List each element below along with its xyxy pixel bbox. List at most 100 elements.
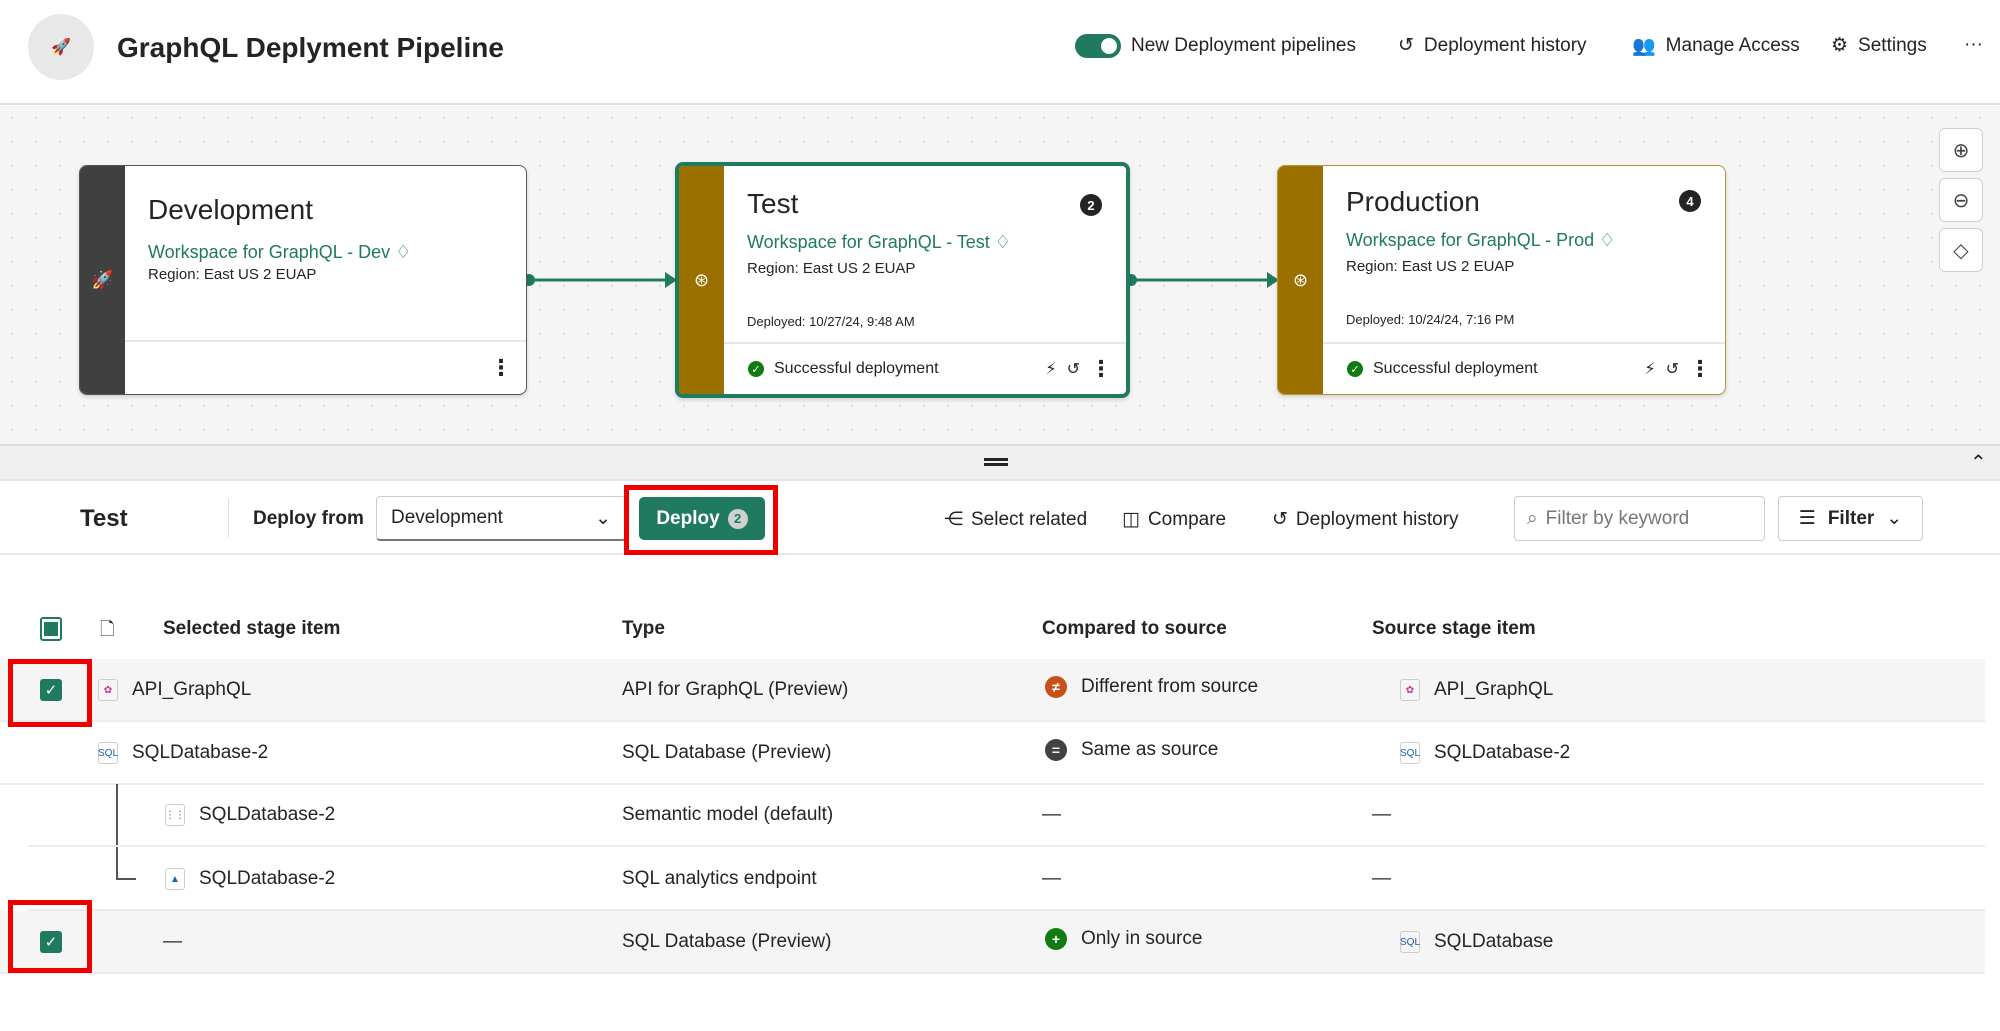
select-all-checkbox[interactable] bbox=[40, 617, 62, 641]
deploy-status: Successful deployment bbox=[1373, 360, 1538, 377]
more-vertical-icon[interactable]: ⋮ bbox=[1689, 356, 1711, 381]
workspace-link[interactable]: Workspace for GraphQL - Dev ♢ bbox=[148, 242, 411, 263]
equal-icon: = bbox=[1045, 739, 1067, 761]
fit-view-icon[interactable]: ◇ bbox=[1939, 228, 1983, 272]
compare-status: Only in source bbox=[1081, 928, 1203, 949]
deployment-rules-icon[interactable]: ⚡ bbox=[1045, 361, 1057, 378]
history-icon: ↺ bbox=[1398, 35, 1414, 56]
label: Filter bbox=[1827, 507, 1875, 529]
history-icon[interactable]: ↺ bbox=[1066, 361, 1080, 378]
graphql-api-icon: ✿ bbox=[98, 679, 118, 701]
column-header: Compared to source bbox=[1042, 618, 1227, 639]
label: Select related bbox=[971, 508, 1088, 530]
deployment-rules-icon[interactable]: ⚡ bbox=[1644, 361, 1656, 378]
compare-status: — bbox=[1042, 804, 1061, 825]
compare-status: Different from source bbox=[1081, 676, 1259, 697]
item-type: SQL analytics endpoint bbox=[622, 868, 817, 889]
success-check-icon: ✓ bbox=[1347, 361, 1363, 377]
table-row[interactable]: ⋮⋮ SQLDatabase-2 Semantic model (default)… bbox=[28, 784, 1985, 847]
highlight-box bbox=[8, 900, 92, 973]
count-badge: 2 bbox=[727, 508, 748, 529]
workspace-link[interactable]: Workspace for GraphQL - Prod ♢ bbox=[1346, 230, 1615, 251]
label: Compare bbox=[1147, 508, 1227, 530]
region: Region: East US 2 EUAP bbox=[1346, 258, 1515, 275]
row-checkbox[interactable]: ✓ bbox=[40, 931, 62, 953]
deployed-date: Deployed: 10/24/24, 7:16 PM bbox=[1346, 312, 1515, 327]
item-type: Semantic model (default) bbox=[622, 804, 834, 825]
stage-name: Development bbox=[148, 194, 313, 225]
history-icon: ↺ bbox=[1272, 509, 1288, 530]
deploy-status: Successful deployment bbox=[774, 360, 939, 377]
item-name: SQLDatabase-2 bbox=[199, 804, 336, 825]
deployment-history-button[interactable]: ↺ Deployment history bbox=[1272, 508, 1459, 531]
deploy-button[interactable]: Deploy 2 bbox=[639, 497, 765, 540]
stage-card-development[interactable]: 🚀 Development Workspace for GraphQL - De… bbox=[79, 165, 527, 395]
search-icon: ⌕ bbox=[1527, 507, 1538, 529]
table-row[interactable]: ▲ SQLDatabase-2 SQL analytics endpoint — … bbox=[28, 848, 1985, 911]
premium-diamond-icon: ♢ bbox=[994, 232, 1011, 252]
stage-card-production[interactable]: ⊛ Production 4 Workspace for GraphQL - P… bbox=[1277, 165, 1726, 395]
page-title: GraphQL Deplyment Pipeline bbox=[117, 32, 504, 63]
rocket-icon: 🚀 bbox=[80, 166, 125, 394]
column-header: Type bbox=[622, 618, 665, 639]
label: Workspace for GraphQL - Test bbox=[747, 232, 990, 252]
stage-title: Test bbox=[80, 505, 128, 532]
panel-splitter[interactable]: ⌃ bbox=[0, 444, 2000, 481]
row-checkbox[interactable]: ✓ bbox=[40, 679, 62, 701]
arrow-head bbox=[665, 272, 677, 288]
deploy-from-label: Deploy from bbox=[253, 508, 364, 529]
sql-database-icon: SQL bbox=[1400, 742, 1420, 764]
stage-name: Production bbox=[1346, 186, 1480, 217]
label: Deploy bbox=[656, 507, 720, 529]
label: Workspace for GraphQL - Prod bbox=[1346, 230, 1595, 250]
collapse-up-icon[interactable]: ⌃ bbox=[1970, 452, 1987, 474]
stage-card-test[interactable]: ⊛ Test 2 Workspace for GraphQL - Test ♢ … bbox=[675, 162, 1130, 398]
more-button[interactable]: ··· bbox=[1964, 34, 1983, 55]
source-item: SQLDatabase-2 bbox=[1434, 742, 1571, 763]
drag-handle-icon[interactable] bbox=[984, 458, 1008, 466]
select-related-button[interactable]: ⋲ Select related bbox=[944, 508, 1087, 531]
source-item: SQLDatabase bbox=[1434, 931, 1554, 952]
share-nodes-icon: ⋲ bbox=[944, 509, 963, 530]
table-row[interactable]: ✓ — SQL Database (Preview) + Only in sour… bbox=[0, 911, 1985, 974]
settings-button[interactable]: ⚙ Settings bbox=[1831, 34, 1927, 57]
label: Deployment history bbox=[1295, 508, 1459, 530]
table-row[interactable]: ✓ ✿ API_GraphQL API for GraphQL (Preview)… bbox=[0, 659, 1985, 722]
label: Settings bbox=[1858, 34, 1927, 56]
column-header: Selected stage item bbox=[163, 618, 341, 639]
table-row[interactable]: SQL SQLDatabase-2 SQL Database (Preview) … bbox=[0, 722, 1985, 785]
chevron-down-icon: ⌄ bbox=[595, 507, 611, 529]
change-count-badge: 2 bbox=[1080, 194, 1102, 216]
sql-database-icon: SQL bbox=[1400, 931, 1420, 953]
more-vertical-icon[interactable]: ⋮ bbox=[1090, 356, 1112, 381]
premium-diamond-icon: ♢ bbox=[395, 242, 412, 262]
compare-button[interactable]: ◫ Compare bbox=[1122, 508, 1226, 531]
stage-footer: ⋮ bbox=[125, 340, 526, 394]
toggle-switch[interactable] bbox=[1075, 34, 1121, 58]
zoom-in-icon[interactable]: ⊕ bbox=[1939, 128, 1983, 172]
filter-button[interactable]: ☰ Filter ⌄ bbox=[1778, 496, 1923, 541]
change-count-badge: 4 bbox=[1679, 190, 1701, 212]
item-type: SQL Database (Preview) bbox=[622, 742, 832, 763]
zoom-out-icon[interactable]: ⊖ bbox=[1939, 178, 1983, 222]
label: Manage Access bbox=[1665, 35, 1800, 56]
new-pipelines-toggle[interactable]: New Deployment pipelines bbox=[1075, 34, 1356, 58]
selected-value: Development bbox=[391, 507, 503, 528]
arrow-head bbox=[1267, 272, 1279, 288]
manage-access-button[interactable]: 👥 Manage Access bbox=[1632, 34, 1800, 58]
workspace-link[interactable]: Workspace for GraphQL - Test ♢ bbox=[747, 232, 1011, 253]
item-name: SQLDatabase-2 bbox=[199, 868, 336, 889]
deploy-from-dropdown[interactable]: Development ⌄ bbox=[376, 496, 626, 541]
stage-name: Test bbox=[747, 188, 799, 219]
success-check-icon: ✓ bbox=[748, 361, 764, 377]
more-vertical-icon[interactable]: ⋮ bbox=[490, 355, 512, 380]
placeholder: Filter by keyword bbox=[1545, 507, 1690, 529]
stage-footer: ✓ Successful deployment ⚡ ↺ ⋮ bbox=[724, 342, 1126, 394]
column-header: Source stage item bbox=[1372, 618, 1536, 639]
compare-status: Same as source bbox=[1081, 739, 1219, 760]
filter-input[interactable]: ⌕ Filter by keyword bbox=[1514, 496, 1765, 541]
history-icon[interactable]: ↺ bbox=[1665, 361, 1679, 378]
stage-footer: ✓ Successful deployment ⚡ ↺ ⋮ bbox=[1323, 342, 1725, 394]
deployment-history-button[interactable]: ↺ Deployment history bbox=[1398, 34, 1587, 57]
item-type: API for GraphQL (Preview) bbox=[622, 679, 849, 700]
